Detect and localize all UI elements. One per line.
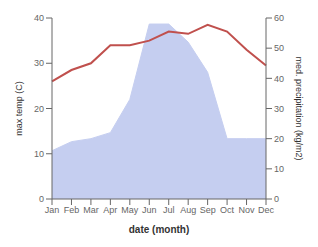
svg-text:10: 10	[274, 164, 284, 174]
svg-text:0: 0	[39, 194, 44, 204]
svg-text:Oct: Oct	[220, 205, 235, 215]
svg-text:10: 10	[34, 149, 44, 159]
svg-text:Sep: Sep	[200, 205, 216, 215]
svg-text:40: 40	[34, 13, 44, 23]
svg-text:60: 60	[274, 13, 284, 23]
svg-text:20: 20	[34, 104, 44, 114]
svg-text:50: 50	[274, 43, 284, 53]
svg-text:30: 30	[274, 104, 284, 114]
svg-text:Aug: Aug	[180, 205, 196, 215]
svg-text:Apr: Apr	[103, 205, 117, 215]
svg-text:Jul: Jul	[163, 205, 175, 215]
svg-text:med. precipitation (kg/m2): med. precipitation (kg/m2)	[294, 56, 304, 160]
svg-text:May: May	[121, 205, 139, 215]
svg-text:Nov: Nov	[239, 205, 256, 215]
svg-text:Mar: Mar	[83, 205, 99, 215]
svg-text:0: 0	[274, 194, 279, 204]
svg-text:Jun: Jun	[142, 205, 157, 215]
svg-text:Jan: Jan	[45, 205, 60, 215]
svg-text:30: 30	[34, 58, 44, 68]
svg-text:20: 20	[274, 134, 284, 144]
svg-text:40: 40	[274, 74, 284, 84]
svg-text:max temp (C): max temp (C)	[14, 81, 24, 136]
svg-text:Feb: Feb	[64, 205, 80, 215]
svg-text:date (month): date (month)	[129, 224, 190, 235]
svg-text:Dec: Dec	[258, 205, 275, 215]
